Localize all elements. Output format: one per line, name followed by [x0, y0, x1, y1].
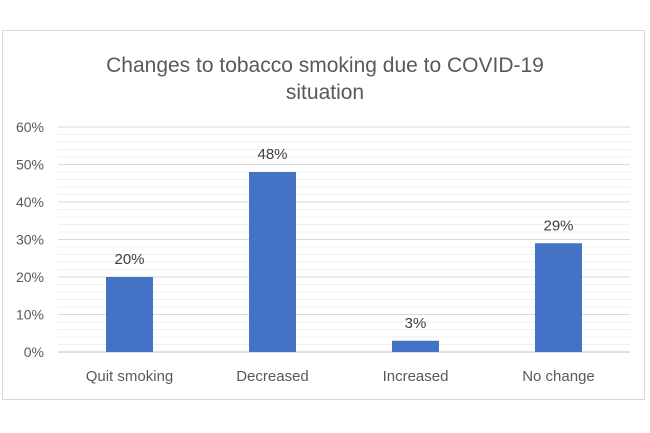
bar [535, 243, 582, 352]
data-label: 3% [405, 315, 427, 332]
y-tick-label: 30% [16, 232, 44, 248]
x-tick-label: Decreased [236, 368, 309, 385]
y-tick-label: 10% [16, 307, 44, 323]
x-tick-label: No change [522, 368, 595, 385]
y-tick-label: 0% [24, 344, 44, 360]
bar [392, 340, 439, 352]
chart-title: Changes to tobacco smoking due to COVID-… [106, 54, 544, 104]
bar [249, 172, 296, 352]
data-label: 20% [114, 251, 144, 268]
data-label: 29% [543, 217, 573, 234]
y-tick-label: 20% [16, 269, 44, 285]
y-tick-label: 60% [16, 119, 44, 135]
y-tick-label: 50% [16, 157, 44, 173]
y-tick-label: 40% [16, 194, 44, 210]
x-tick-label: Quit smoking [86, 368, 174, 385]
data-label: 48% [257, 146, 287, 163]
bar [106, 277, 153, 352]
x-tick-label: Increased [383, 368, 449, 385]
